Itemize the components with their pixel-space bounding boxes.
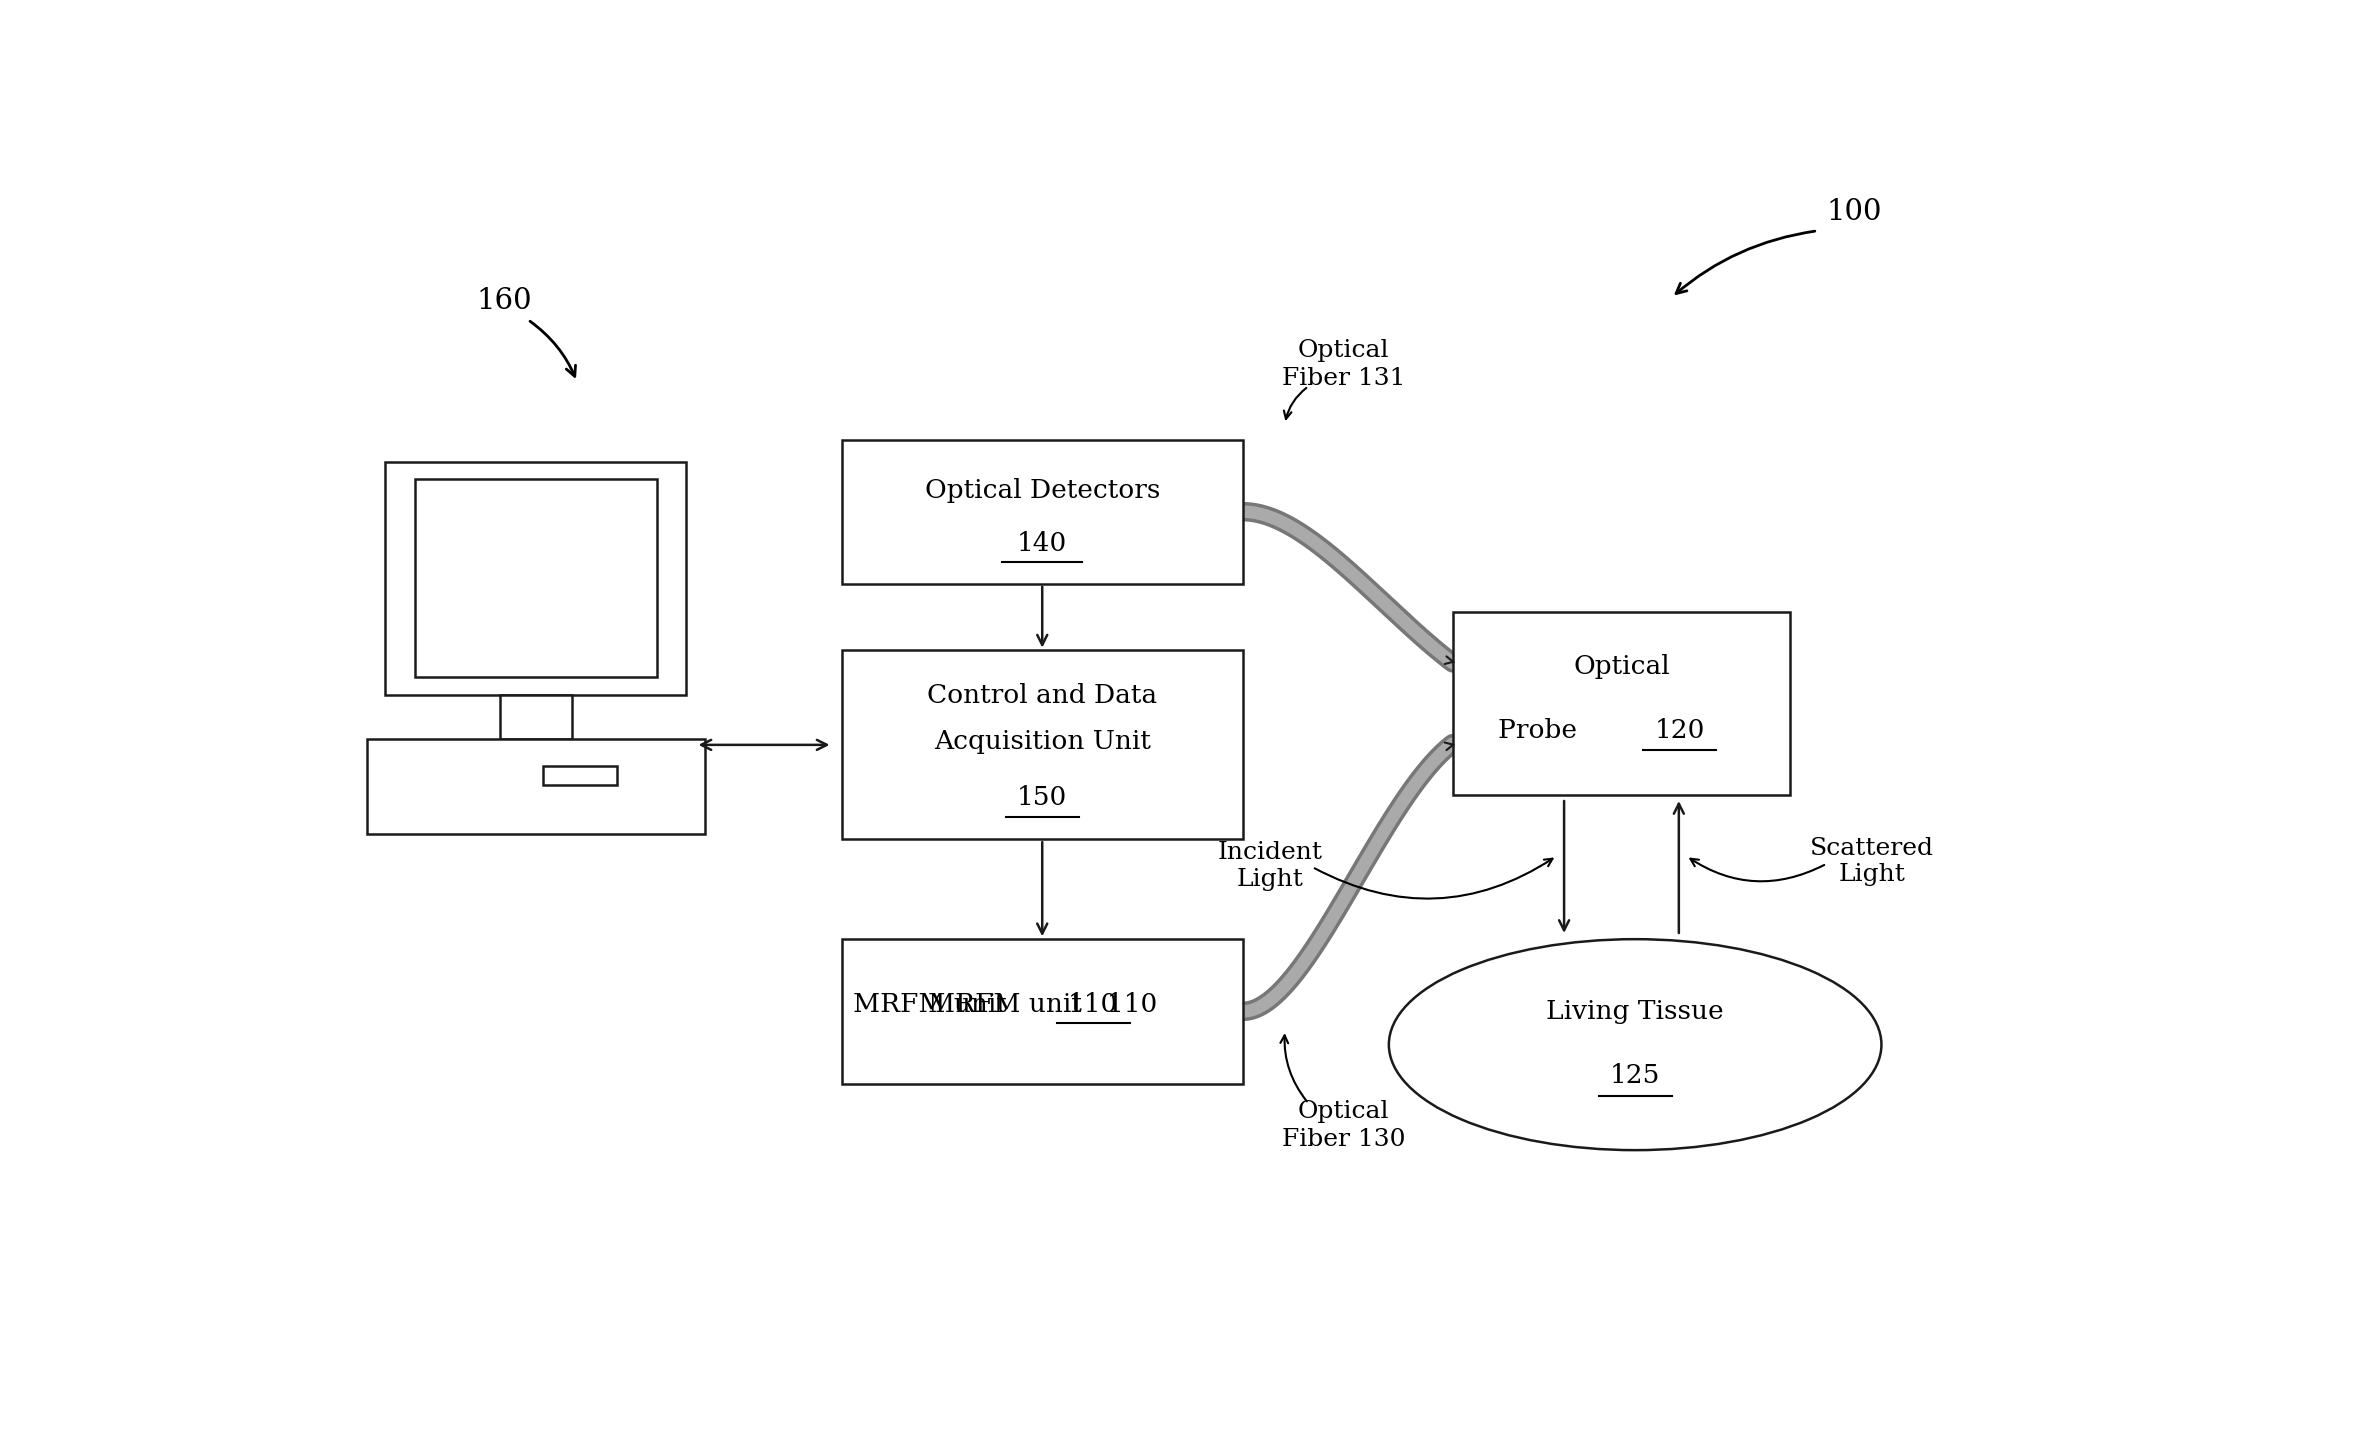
Text: Light: Light: [1236, 868, 1304, 891]
Text: Acquisition Unit: Acquisition Unit: [935, 728, 1151, 754]
Text: MRFM unit: MRFM unit: [852, 992, 1015, 1017]
Text: Optical: Optical: [1297, 1100, 1389, 1123]
Bar: [1452, 611, 1791, 795]
Bar: [544, 766, 617, 784]
Bar: [843, 650, 1243, 839]
Text: Scattered: Scattered: [1810, 836, 1935, 859]
Text: 150: 150: [1017, 786, 1066, 810]
Text: MRFM unit   110: MRFM unit 110: [927, 992, 1156, 1017]
Text: Optical: Optical: [1572, 655, 1669, 679]
Text: Optical Detectors: Optical Detectors: [925, 477, 1161, 503]
Text: Fiber 131: Fiber 131: [1281, 366, 1405, 389]
Text: Control and Data: Control and Data: [927, 684, 1158, 708]
Ellipse shape: [1389, 939, 1881, 1151]
Text: 160: 160: [476, 287, 532, 314]
Bar: [414, 480, 657, 678]
Bar: [843, 440, 1243, 584]
Text: Light: Light: [1838, 864, 1907, 887]
Text: Fiber 130: Fiber 130: [1281, 1128, 1405, 1151]
Text: 125: 125: [1610, 1063, 1660, 1089]
Bar: [843, 939, 1243, 1083]
Text: Incident: Incident: [1217, 841, 1323, 864]
Text: 100: 100: [1827, 198, 1881, 226]
Text: 110: 110: [1069, 992, 1118, 1017]
Text: Probe: Probe: [1497, 718, 1584, 743]
Bar: [367, 740, 704, 833]
Text: 120: 120: [1655, 718, 1704, 743]
Bar: [386, 461, 687, 695]
Text: Optical: Optical: [1297, 339, 1389, 362]
Text: 140: 140: [1017, 531, 1066, 557]
Text: Living Tissue: Living Tissue: [1547, 999, 1723, 1024]
Bar: [499, 695, 572, 740]
